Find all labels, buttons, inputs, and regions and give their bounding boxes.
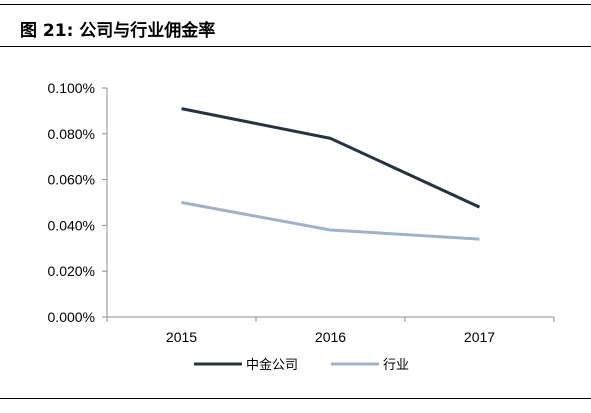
- y-axis-ticks: 0.000% 0.020% 0.040% 0.060% 0.080% 0.100%: [48, 80, 107, 325]
- series-line-2: [181, 201, 480, 241]
- figure-caption: 公司与行业佣金率: [79, 21, 216, 41]
- bottom-rule: [0, 398, 591, 399]
- y-tick-label: 0.100%: [48, 80, 95, 96]
- x-tick-label: 2016: [315, 329, 346, 345]
- x-axis-ticks: 2015 2016 2017: [106, 317, 555, 345]
- legend: 中金公司 行业: [194, 357, 409, 373]
- x-tick-label: 2017: [464, 329, 495, 345]
- title-rule: [0, 46, 591, 47]
- figure-label: 图 21:: [20, 21, 74, 41]
- series-line-1: [181, 107, 481, 209]
- y-tick-label: 0.040%: [48, 217, 95, 233]
- y-tick-label: 0.020%: [48, 263, 95, 279]
- x-tick-label: 2015: [166, 329, 197, 345]
- legend-label-1: 中金公司: [246, 357, 298, 373]
- axes: [106, 88, 554, 318]
- y-tick-label: 0.000%: [48, 309, 95, 325]
- legend-label-2: 行业: [383, 358, 409, 373]
- y-tick-label: 0.080%: [48, 126, 95, 142]
- figure-title: 图 21: 公司与行业佣金率: [20, 16, 215, 41]
- series-lines: [181, 107, 481, 241]
- top-rule: [0, 4, 591, 5]
- y-tick-label: 0.060%: [48, 172, 95, 188]
